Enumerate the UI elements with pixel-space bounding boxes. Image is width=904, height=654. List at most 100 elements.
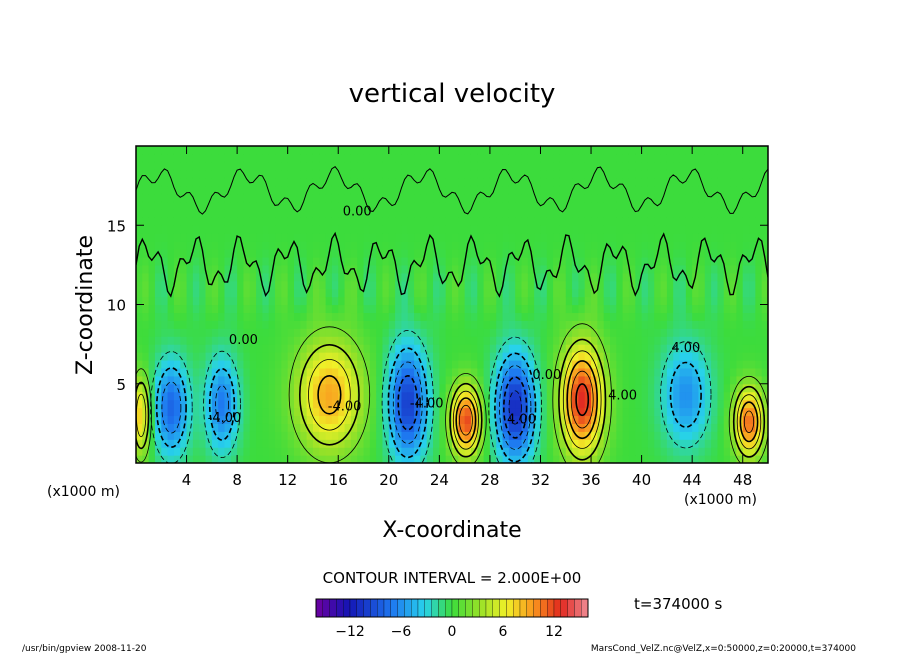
heatmap-cell <box>407 415 415 424</box>
heatmap-cell <box>205 375 213 385</box>
heatmap-cell <box>502 407 510 417</box>
heatmap-cell <box>243 280 251 290</box>
heatmap-cell <box>218 375 226 385</box>
heatmap-cell <box>312 407 320 417</box>
heatmap-cell <box>527 209 535 218</box>
heatmap-cell <box>660 352 668 361</box>
heatmap-cell <box>704 185 712 195</box>
heatmap-cell <box>508 407 516 417</box>
heatmap-cell <box>553 415 561 424</box>
heatmap-cell <box>218 217 226 226</box>
heatmap-cell <box>243 359 251 369</box>
heatmap-cell <box>363 304 371 314</box>
heatmap-cell <box>211 439 219 448</box>
heatmap-cell <box>527 455 535 463</box>
heatmap-cell <box>692 249 700 258</box>
heatmap-cell <box>458 455 466 463</box>
heatmap-cell <box>192 312 200 321</box>
heatmap-cell <box>230 328 238 337</box>
heatmap-cell <box>262 193 270 203</box>
heatmap-cell <box>464 296 472 306</box>
heatmap-cell <box>610 399 617 409</box>
heatmap-cell <box>452 233 459 242</box>
heatmap-cell <box>281 375 289 385</box>
heatmap-cell <box>591 249 598 258</box>
heatmap-cell <box>369 352 377 361</box>
heatmap-cell <box>603 447 611 456</box>
heatmap-cell <box>401 344 409 353</box>
heatmap-cell <box>262 359 270 369</box>
heatmap-cell <box>142 328 150 337</box>
heatmap-cell <box>369 367 377 377</box>
heatmap-cell <box>723 304 731 314</box>
heatmap-cell <box>628 201 636 210</box>
heatmap-cell <box>666 431 674 440</box>
heatmap-cell <box>325 153 333 163</box>
heatmap-cell <box>534 383 542 393</box>
heatmap-cell <box>331 256 339 266</box>
heatmap-cell <box>477 352 485 361</box>
heatmap-cell <box>559 399 567 409</box>
heatmap-cell <box>180 225 188 234</box>
heatmap-cell <box>281 185 289 195</box>
heatmap-cell <box>578 241 586 250</box>
heatmap-cell <box>148 296 156 306</box>
heatmap-cell <box>173 367 181 377</box>
heatmap-cell <box>275 375 282 385</box>
heatmap-cell <box>350 375 358 385</box>
heatmap-cell <box>749 193 756 203</box>
heatmap-cell <box>483 161 491 171</box>
heatmap-cell <box>679 359 687 369</box>
heatmap-cell <box>502 161 510 171</box>
heatmap-cell <box>338 328 346 337</box>
heatmap-cell <box>496 272 504 282</box>
heatmap-cell <box>401 209 409 218</box>
time-label: t=374000 s <box>634 595 722 613</box>
heatmap-cell <box>755 312 763 321</box>
heatmap-cell <box>306 153 314 163</box>
heatmap-cell <box>388 328 396 337</box>
heatmap-cell <box>553 391 561 401</box>
heatmap-cell <box>521 217 529 226</box>
heatmap-cell <box>660 344 668 353</box>
heatmap-cell <box>420 383 428 393</box>
heatmap-cell <box>325 447 333 456</box>
heatmap-cell <box>666 328 674 337</box>
heatmap-cell <box>294 328 301 337</box>
heatmap-cell <box>502 296 510 306</box>
heatmap-cell <box>698 336 706 345</box>
heatmap-cell <box>344 367 352 377</box>
heatmap-cell <box>635 209 643 218</box>
heatmap-cell <box>237 447 245 456</box>
heatmap-cell <box>319 177 327 187</box>
heatmap-cell <box>350 336 358 345</box>
heatmap-cell <box>407 296 415 306</box>
heatmap-cell <box>698 169 706 179</box>
heatmap-cell <box>749 375 756 385</box>
heatmap-cell <box>211 423 219 432</box>
heatmap-cell <box>294 407 301 417</box>
heatmap-cell <box>692 391 700 401</box>
heatmap-cell <box>610 177 617 187</box>
heatmap-cell <box>154 320 162 329</box>
heatmap-cell <box>654 225 662 234</box>
heatmap-cell <box>597 201 605 210</box>
heatmap-cell <box>508 383 516 393</box>
heatmap-cell <box>597 439 605 448</box>
heatmap-cell <box>205 407 213 417</box>
heatmap-cell <box>540 407 548 417</box>
heatmap-cell <box>186 249 194 258</box>
heatmap-cell <box>546 431 554 440</box>
heatmap-cell <box>161 352 169 361</box>
heatmap-cell <box>382 225 390 234</box>
heatmap-cell <box>433 185 440 195</box>
heatmap-cell <box>622 256 630 266</box>
heatmap-cell <box>281 336 289 345</box>
heatmap-cell <box>584 304 592 314</box>
heatmap-cell <box>237 241 245 250</box>
heatmap-cell <box>730 161 737 171</box>
heatmap-cell <box>723 153 731 163</box>
heatmap-cell <box>180 455 188 463</box>
heatmap-cell <box>306 320 314 329</box>
heatmap-cell <box>237 383 245 393</box>
